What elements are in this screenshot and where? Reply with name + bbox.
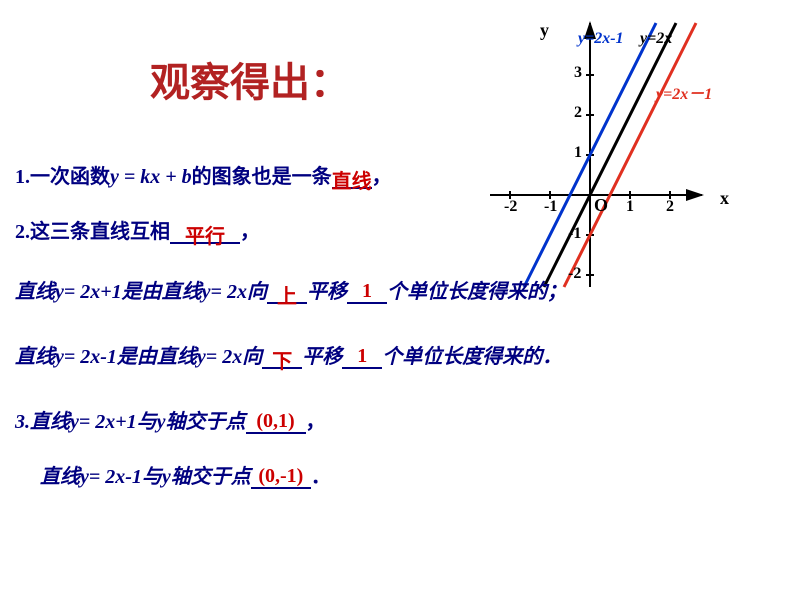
origin-label: O: [594, 195, 608, 216]
statement-3: 直线y= 2x+1是由直线y= 2x向上平移1个单位长度得来的；: [15, 275, 567, 304]
statement-4: 直线y= 2x-1是由直线y= 2x向下平移1个单位长度得来的．: [15, 340, 562, 369]
label-y2x: y=2x: [640, 30, 672, 48]
y-axis-label: y: [540, 20, 549, 41]
tick-x-neg2: -2: [504, 198, 517, 216]
statement-5: 3.直线y= 2x+1与y轴交于点(0,1)，: [15, 405, 326, 434]
tick-x-1: 1: [626, 198, 634, 216]
tick-x-2: 2: [666, 198, 674, 216]
x-axis-label: x: [720, 188, 729, 209]
tick-y-neg1: -1: [568, 225, 581, 243]
label-y2x-minus1-blue: y=2x-1: [578, 30, 624, 48]
tick-y-3: 3: [574, 64, 582, 82]
tick-y-2: 2: [574, 104, 582, 122]
statement-2: 2.这三条直线互相平行，: [15, 215, 260, 244]
tick-x-neg1: -1: [544, 198, 557, 216]
tick-y-1: 1: [574, 144, 582, 162]
statement-6: 直线y= 2x-1与y轴交于点(0,-1)．: [40, 460, 331, 489]
statement-1: 1.一次函数y = kx + b的图象也是一条直线，: [15, 160, 392, 189]
label-y2x-minus1-red: y=2x－1: [656, 80, 712, 104]
tick-y-neg2: -2: [568, 265, 581, 283]
